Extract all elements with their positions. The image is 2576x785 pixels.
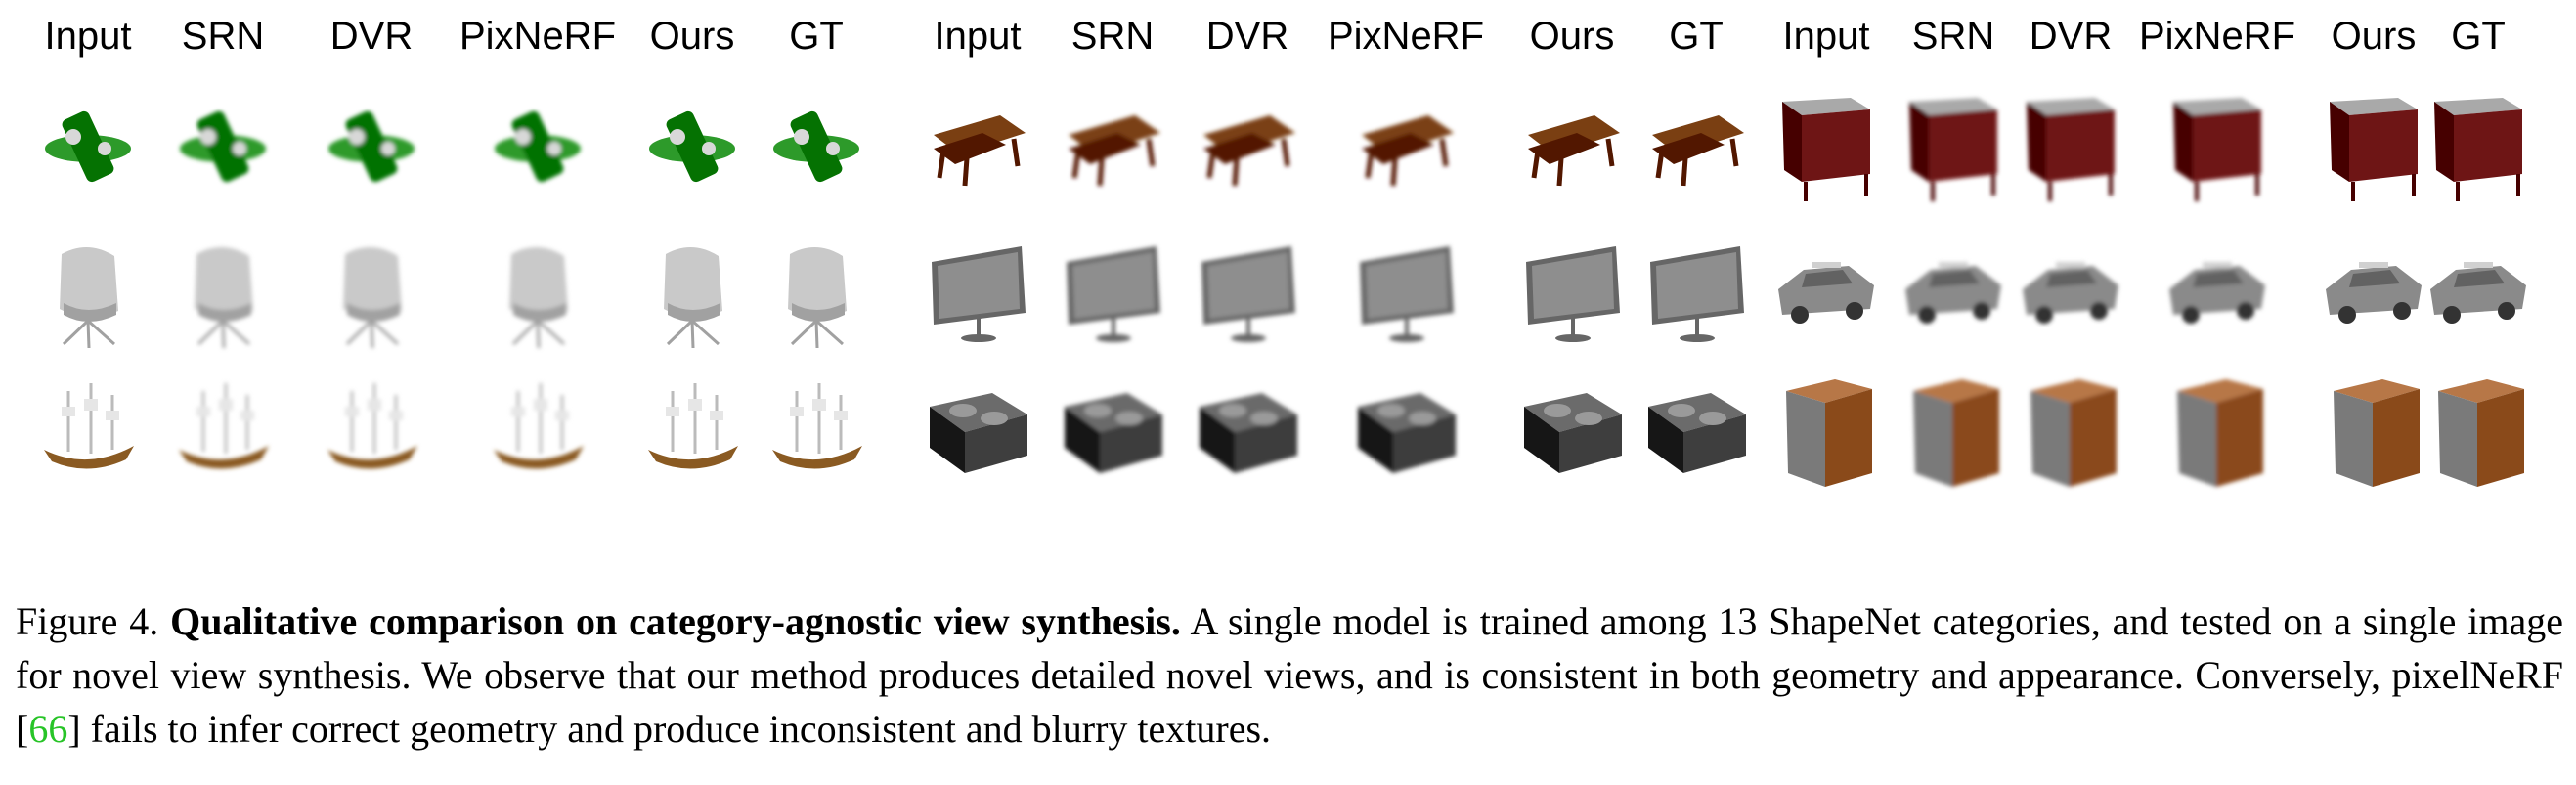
brown-bench-icon [1352,88,1460,205]
column-header-dvr: DVR [2029,15,2113,58]
gray-monitor-icon [1059,235,1166,352]
gray-monitor-icon [1518,235,1626,352]
column-header-ours: Ours [1529,15,1615,58]
red-cabinet-icon [1772,88,1880,205]
brown-bench-icon [924,88,1031,205]
column-header-input: Input [1782,15,1870,58]
green-airplane-icon [169,88,277,205]
green-airplane-icon [34,88,142,205]
gray-car-icon [2424,235,2532,352]
column-header-gt: GT [1669,15,1724,58]
dark-box-icon [1518,371,1626,489]
brown-ship-icon [34,371,142,489]
column-header-gt: GT [789,15,844,58]
gray-car-icon [2017,235,2124,352]
gray-chair-icon [763,235,870,352]
wooden-cabinet-icon [2320,371,2427,489]
gray-car-icon [2320,235,2427,352]
wooden-cabinet-icon [2424,371,2532,489]
gray-chair-icon [34,235,142,352]
green-airplane-icon [638,88,746,205]
column-header-pixnerf: PixNeRF [458,15,617,58]
figure-caption: Figure 4. Qualitative comparison on cate… [16,594,2563,756]
gray-monitor-icon [1194,235,1301,352]
column-header-srn: SRN [1911,15,1995,58]
column-header-ours: Ours [649,15,735,58]
wooden-cabinet-icon [1772,371,1880,489]
gray-chair-icon [169,235,277,352]
green-airplane-icon [484,88,591,205]
column-header-dvr: DVR [1205,15,1289,58]
gray-chair-icon [484,235,591,352]
brown-ship-icon [318,371,425,489]
brown-ship-icon [484,371,591,489]
column-header-gt: GT [2451,15,2506,58]
brown-bench-icon [1059,88,1166,205]
wooden-cabinet-icon [2163,371,2271,489]
brown-bench-icon [1642,88,1750,205]
column-header-srn: SRN [1070,15,1155,58]
gray-monitor-icon [1642,235,1750,352]
dark-box-icon [1194,371,1301,489]
caption-label: Figure 4. [16,599,159,643]
brown-ship-icon [169,371,277,489]
green-airplane-icon [763,88,870,205]
brown-bench-icon [1518,88,1626,205]
wooden-cabinet-icon [1899,371,2007,489]
brown-bench-icon [1194,88,1301,205]
gray-chair-icon [318,235,425,352]
wooden-cabinet-icon [2017,371,2124,489]
gray-chair-icon [638,235,746,352]
brown-ship-icon [763,371,870,489]
gray-monitor-icon [1352,235,1460,352]
caption-text-2: ] fails to infer correct geometry and pr… [67,707,1272,751]
gray-car-icon [1899,235,2007,352]
caption-citation[interactable]: 66 [28,707,68,751]
column-header-pixnerf: PixNeRF [2138,15,2296,58]
gray-car-icon [2163,235,2271,352]
caption-title: Qualitative comparison on category-agnos… [170,599,1181,643]
dark-box-icon [1059,371,1166,489]
dark-box-icon [1352,371,1460,489]
red-cabinet-icon [2017,88,2124,205]
figure: Input SRN DVR PixNeRF Ours GT Input SRN DVR PixNe… [34,15,2532,489]
green-airplane-icon [318,88,425,205]
column-header-dvr: DVR [329,15,414,58]
red-cabinet-icon [2320,88,2427,205]
gray-monitor-icon [924,235,1031,352]
column-header-pixnerf: PixNeRF [1327,15,1485,58]
column-header-input: Input [934,15,1022,58]
red-cabinet-icon [2163,88,2271,205]
red-cabinet-icon [1899,88,2007,205]
caption-text-1: A single model is trained among 13 Shape… [16,599,2564,751]
column-header-srn: SRN [181,15,265,58]
column-header-input: Input [44,15,132,58]
dark-box-icon [1642,371,1750,489]
column-header-ours: Ours [2331,15,2417,58]
gray-car-icon [1772,235,1880,352]
dark-box-icon [924,371,1031,489]
red-cabinet-icon [2424,88,2532,205]
brown-ship-icon [638,371,746,489]
